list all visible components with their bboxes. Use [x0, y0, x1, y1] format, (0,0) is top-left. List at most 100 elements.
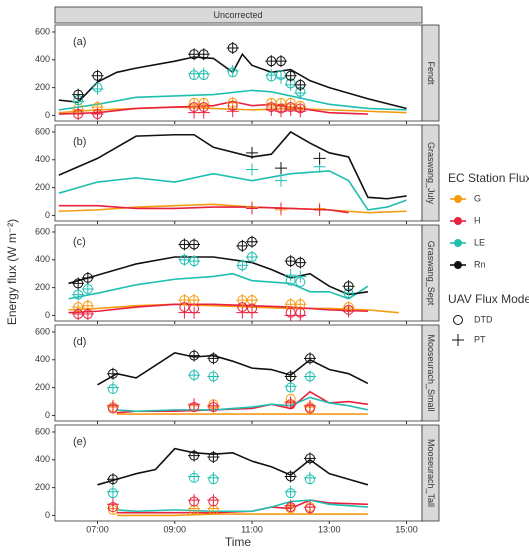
panel: [54, 424, 423, 522]
strip-label: Graswang_Sept: [426, 241, 436, 306]
pt-point: [294, 270, 307, 283]
pt-point: [197, 67, 210, 80]
pt-point: [188, 255, 201, 268]
series-line: [97, 447, 369, 486]
pt-point: [72, 88, 85, 101]
panel-annotation: (e): [73, 436, 86, 448]
legend-label: DTD: [474, 314, 493, 324]
series-line: [116, 513, 368, 517]
pt-point: [284, 470, 297, 483]
x-tick-label: 13:00: [318, 524, 341, 534]
pt-point: [188, 369, 201, 382]
pt-point: [313, 203, 326, 216]
pt-point: [188, 449, 201, 462]
x-tick-label: 07:00: [86, 524, 109, 534]
y-tick-label: 0: [45, 110, 50, 120]
pt-point: [106, 367, 119, 380]
pt-point: [207, 399, 220, 412]
strip-label: Mooseurach_Tall: [426, 439, 436, 507]
y-tick-label: 400: [35, 154, 50, 164]
series-line: [58, 170, 407, 211]
strip-label: Graswang_July: [426, 142, 436, 205]
strip: [421, 224, 440, 322]
pt-point: [303, 501, 316, 514]
legend-title: UAV Flux Model: [448, 292, 529, 306]
series-line: [58, 89, 407, 111]
pt-point: [106, 381, 119, 394]
pt-point: [91, 83, 104, 95]
pt-point: [313, 152, 326, 165]
legend-label: LE: [474, 237, 485, 247]
y-tick-label: 0: [45, 510, 50, 520]
legend-key: [452, 334, 464, 346]
pt-point: [294, 256, 307, 269]
pt-point: [106, 473, 119, 486]
pt-point: [236, 259, 249, 272]
pt-point: [226, 105, 239, 118]
pt-point: [274, 105, 287, 118]
pt-point: [274, 55, 287, 68]
pt-point: [284, 485, 297, 498]
pt-point: [303, 370, 316, 383]
x-axis-label: Time: [225, 535, 252, 549]
pt-point: [284, 269, 297, 282]
y-tick-label: 200: [35, 482, 50, 492]
pt-point: [284, 396, 297, 409]
strip: [54, 6, 423, 24]
pt-point: [303, 399, 316, 412]
strip-title: Uncorrected: [213, 10, 262, 20]
y-tick-label: 200: [35, 82, 50, 92]
pt-point: [294, 78, 307, 91]
pt-point: [188, 470, 201, 483]
legend-label: Rn: [474, 259, 486, 269]
strip: [421, 24, 440, 122]
pt-point: [284, 370, 297, 383]
pt-point: [72, 277, 85, 290]
series-line: [116, 499, 368, 513]
y-tick-label: 400: [35, 354, 50, 364]
panel-annotation: (a): [73, 36, 86, 48]
y-tick-label: 0: [45, 210, 50, 220]
series-line: [68, 303, 368, 314]
pt-point: [246, 202, 259, 215]
panel-annotation: (c): [73, 236, 86, 248]
pt-point: [226, 64, 239, 77]
legend-key: [454, 261, 462, 269]
series-line: [116, 396, 369, 413]
pt-point: [294, 309, 307, 322]
strip: [421, 424, 440, 522]
panel-annotation: (d): [73, 336, 86, 348]
pt-point: [246, 306, 259, 319]
pt-point: [303, 452, 316, 465]
pt-point: [91, 108, 104, 121]
series-line: [58, 130, 407, 200]
x-tick-label: 11:00: [241, 524, 263, 534]
pt-point: [106, 498, 119, 511]
pt-point: [274, 174, 287, 187]
strip: [421, 124, 440, 222]
panel: [54, 24, 423, 122]
pt-point: [303, 471, 316, 484]
x-tick-label: 09:00: [163, 524, 186, 534]
pt-point: [72, 288, 85, 301]
pt-point: [342, 280, 355, 293]
series-line: [68, 272, 369, 300]
panel: [54, 224, 423, 322]
pt-point: [81, 308, 94, 321]
pt-point: [246, 146, 259, 159]
pt-point: [246, 251, 259, 263]
series-line: [68, 256, 369, 296]
pt-point: [284, 499, 297, 512]
pt-point: [207, 370, 220, 383]
pt-point: [188, 494, 201, 507]
panel: [54, 124, 423, 222]
y-axis-label: Energy flux (W m⁻²): [5, 219, 19, 325]
pt-point: [284, 69, 297, 82]
pt-point: [197, 106, 210, 119]
pt-point: [265, 103, 278, 116]
panel-annotation: (b): [73, 136, 86, 148]
pt-point: [207, 471, 220, 484]
y-tick-label: 200: [35, 182, 50, 192]
strip-label: Fendt: [426, 61, 436, 85]
